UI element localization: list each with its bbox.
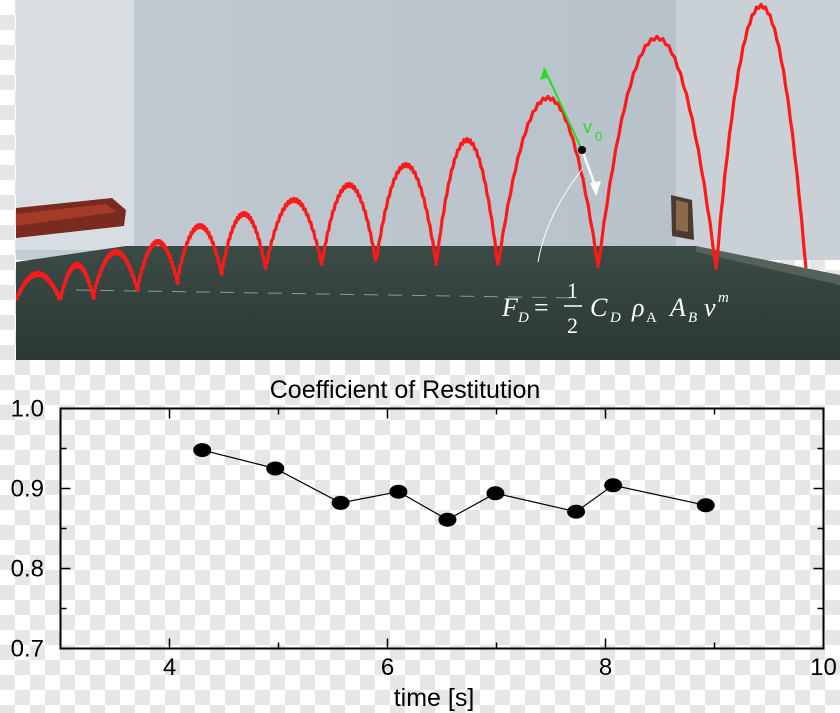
svg-text:C: C bbox=[590, 293, 608, 322]
data-point bbox=[486, 486, 505, 501]
data-point bbox=[696, 498, 715, 513]
data-point bbox=[604, 478, 623, 493]
velocity-sub: 0 bbox=[595, 129, 602, 144]
right-wall bbox=[676, 0, 840, 260]
data-point bbox=[193, 443, 212, 458]
y-tick-label: 0.8 bbox=[11, 556, 44, 583]
svg-text:F: F bbox=[501, 293, 519, 322]
x-tick-label: 10 bbox=[810, 654, 837, 681]
data-point bbox=[331, 495, 350, 510]
x-tick-label: 6 bbox=[381, 654, 394, 681]
drag-vector bbox=[537, 146, 601, 263]
svg-text:D: D bbox=[609, 310, 621, 326]
y-tick-label: 1.0 bbox=[11, 396, 44, 423]
bouncing-ball-photo: v 0 F D = 1 2 C D ρ A A B v m bbox=[16, 0, 840, 360]
right-object bbox=[671, 195, 694, 240]
y-tick-label: 0.9 bbox=[11, 476, 44, 503]
data-point bbox=[567, 504, 586, 519]
data-point bbox=[389, 484, 408, 499]
velocity-label: v bbox=[583, 117, 592, 137]
restitution-chart: Coefficient of Restitution 4 6 8 10 0.7 0.8 0… bbox=[11, 376, 837, 712]
ball-trajectory bbox=[16, 2, 808, 301]
svg-text:D: D bbox=[517, 310, 529, 326]
drag-equation: F D = 1 2 C D ρ A A B v m bbox=[501, 278, 729, 338]
velocity-vector: v 0 bbox=[540, 67, 602, 151]
svg-text:A: A bbox=[646, 310, 657, 326]
floor-marks bbox=[75, 289, 577, 299]
svg-text:A: A bbox=[668, 293, 686, 322]
drag-pointer-line bbox=[537, 167, 584, 263]
svg-text:=: = bbox=[534, 293, 549, 322]
svg-text:1: 1 bbox=[567, 278, 578, 303]
svg-text:v: v bbox=[704, 293, 716, 322]
svg-text:m: m bbox=[718, 290, 729, 306]
series-line bbox=[202, 449, 706, 521]
ball bbox=[578, 146, 586, 154]
svg-text:2: 2 bbox=[567, 313, 578, 338]
y-tick-label: 0.7 bbox=[11, 636, 44, 663]
data-point bbox=[266, 461, 285, 476]
left-cushion bbox=[16, 198, 126, 238]
x-tick-label: 4 bbox=[163, 654, 176, 681]
floor-edge-right bbox=[696, 246, 840, 285]
x-tick-label: 8 bbox=[599, 654, 612, 681]
svg-text:B: B bbox=[688, 310, 697, 326]
data-point bbox=[438, 512, 457, 527]
plot-frame bbox=[59, 407, 825, 650]
x-axis-label: time [s] bbox=[394, 684, 475, 712]
svg-text:ρ: ρ bbox=[631, 293, 644, 322]
chart-title: Coefficient of Restitution bbox=[270, 376, 541, 404]
